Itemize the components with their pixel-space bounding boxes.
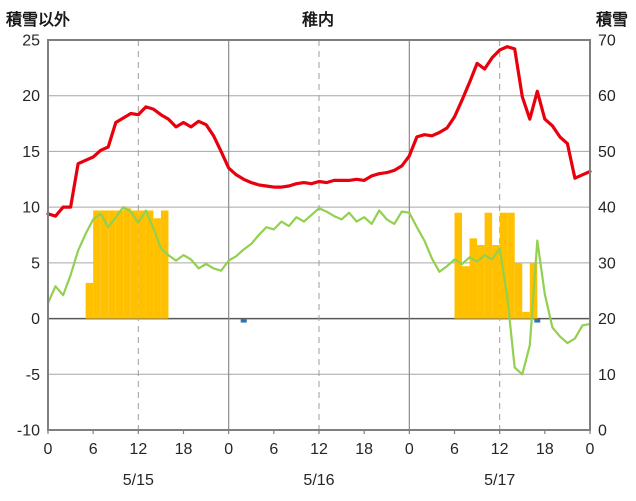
sunshine-bar (85, 282, 94, 319)
date-label: 5/15 (123, 472, 154, 489)
sunshine-bar (454, 212, 463, 319)
left-tick-label: -10 (17, 423, 40, 440)
left-tick-label: -5 (26, 367, 40, 384)
right-tick-label: 10 (598, 367, 616, 384)
right-tick-label: 70 (598, 33, 616, 50)
sunshine-bar (477, 245, 485, 319)
x-tick-label: 6 (269, 441, 278, 458)
sunshine-bar (123, 208, 131, 319)
sunshine-bar (153, 218, 161, 319)
right-tick-label: 0 (598, 423, 607, 440)
right-tick-label: 60 (598, 88, 616, 105)
x-tick-label: 6 (450, 441, 459, 458)
left-tick-label: 0 (31, 311, 40, 328)
left-tick-label: 20 (22, 88, 40, 105)
x-tick-label: 12 (491, 441, 509, 458)
sunshine-bar (484, 212, 493, 319)
x-tick-label: 0 (405, 441, 414, 458)
sunshine-bar (469, 238, 478, 319)
x-tick-label: 0 (224, 441, 233, 458)
x-tick-label: 0 (44, 441, 53, 458)
sunshine-bar (160, 210, 169, 319)
red-line (46, 45, 592, 218)
sunshine-bar (507, 212, 515, 319)
sunshine-bar (492, 245, 500, 319)
right-tick-label: 50 (598, 144, 616, 161)
sunshine-bar (145, 210, 154, 319)
x-tick-label: 18 (355, 441, 373, 458)
date-label: 5/17 (484, 472, 515, 489)
sunshine-bar (108, 210, 116, 319)
left-tick-label: 5 (31, 255, 40, 272)
x-tick-label: 6 (89, 441, 98, 458)
right-tick-label: 20 (598, 311, 616, 328)
precip-mark (240, 319, 247, 323)
x-tick-label: 12 (129, 441, 147, 458)
x-tick-label: 0 (586, 441, 595, 458)
sunshine-bar (462, 266, 470, 319)
sunshine-bar (514, 262, 523, 319)
left-tick-label: 25 (22, 33, 40, 50)
left-tick-label: 15 (22, 144, 40, 161)
chart-header: 積雪以外 稚内 積雪 (0, 6, 636, 30)
chart-title: 稚内 (301, 12, 334, 29)
precip-mark (534, 319, 541, 323)
sunshine-bar (100, 210, 109, 319)
sunshine-bar (115, 210, 124, 319)
right-tick-label: 40 (598, 200, 616, 217)
x-tick-label: 18 (175, 441, 193, 458)
left-tick-label: 10 (22, 200, 40, 217)
right-tick-label: 30 (598, 255, 616, 272)
sunshine-bar (130, 210, 139, 319)
right-axis-title: 積雪 (595, 12, 628, 29)
sunshine-bar (93, 210, 101, 319)
date-label: 5/16 (303, 472, 334, 489)
sunshine-bar (138, 210, 146, 319)
left-axis-title: 積雪以外 (6, 12, 71, 29)
x-tick-label: 12 (310, 441, 328, 458)
sunshine-bar (522, 311, 530, 319)
green-line (46, 206, 592, 376)
x-tick-label: 18 (536, 441, 554, 458)
